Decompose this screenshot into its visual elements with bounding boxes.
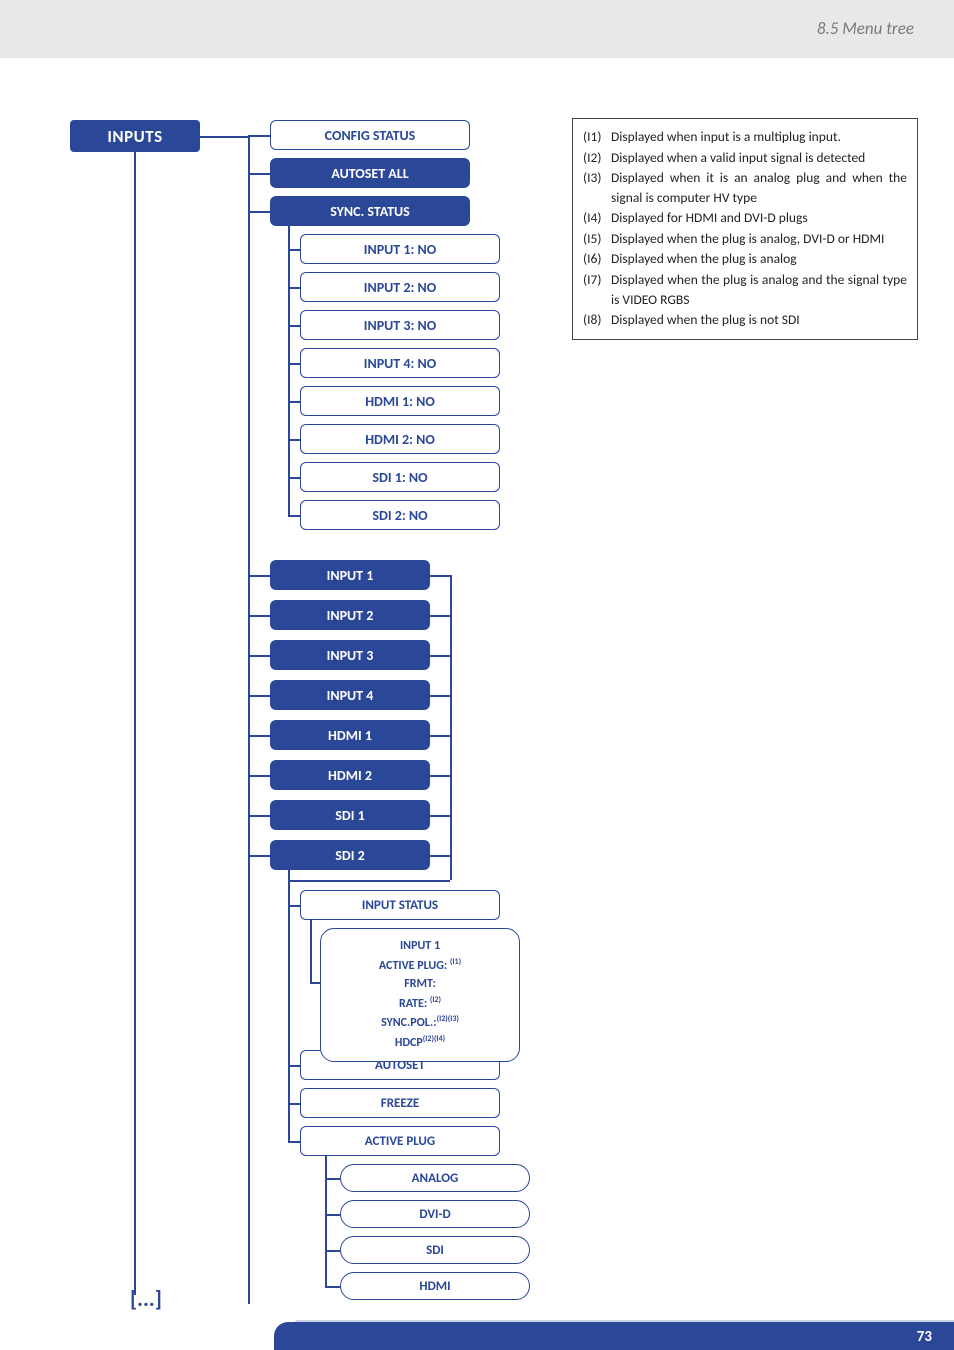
connector-line (248, 136, 250, 1304)
notes-row: (I6)Displayed when the plug is analog (583, 249, 907, 269)
connector-line (248, 173, 270, 175)
connector-line (288, 1065, 300, 1067)
tree-node-sync-2: INPUT 3: NO (300, 310, 500, 340)
page-footer: 73 (274, 1322, 954, 1350)
header-band (0, 0, 954, 58)
connector-line (200, 136, 248, 138)
connector-line (325, 1250, 340, 1252)
tree-node-sync-6: SDI 1: NO (300, 462, 500, 492)
connector-line (325, 1178, 340, 1180)
tree-node-sync-0: INPUT 1: NO (300, 234, 500, 264)
tree-node-sync-1: INPUT 2: NO (300, 272, 500, 302)
status-card-line: INPUT 1 (331, 937, 509, 956)
tree-node-lvl2-6: INPUT 4 (270, 680, 430, 710)
connector-line (248, 775, 270, 777)
connector-line (288, 401, 300, 403)
connector-line (248, 695, 270, 697)
tree-node-sync-5: HDMI 2: NO (300, 424, 500, 454)
notes-row: (I8)Displayed when the plug is not SDI (583, 310, 907, 330)
tree-node-lvl2-7: HDMI 1 (270, 720, 430, 750)
tree-node-lvl2-3: INPUT 1 (270, 560, 430, 590)
connector-line (430, 615, 450, 617)
connector-line (248, 815, 270, 817)
tree-node-lvl3-3: ACTIVE PLUG (300, 1126, 500, 1156)
tree-node-lvl2-8: HDMI 2 (270, 760, 430, 790)
tree-node-lvl2-4: INPUT 2 (270, 600, 430, 630)
connector-line (430, 815, 450, 817)
connector-line (325, 1156, 327, 1286)
notes-row: (I4)Displayed for HDMI and DVI-D plugs (583, 208, 907, 228)
page-number: 73 (917, 1328, 932, 1346)
connector-line (134, 152, 136, 1295)
connector-line (288, 325, 300, 327)
connector-line (310, 982, 320, 984)
status-card-line: SYNC.POL.:(I2)(I3) (331, 1013, 509, 1033)
connector-line (248, 135, 270, 137)
tree-node-lvl3-0: INPUT STATUS (300, 890, 500, 920)
connector-line (288, 226, 290, 515)
tree-root-inputs: INPUTS (70, 120, 200, 152)
tree-node-lvl2-9: SDI 1 (270, 800, 430, 830)
connector-line (288, 870, 290, 1141)
breadcrumb: 8.5 Menu tree (817, 18, 914, 39)
connector-line (430, 695, 450, 697)
tree-node-input-status-card: INPUT 1ACTIVE PLUG: (I1)FRMT:RATE: (I2)S… (320, 928, 520, 1062)
connector-line (325, 1286, 340, 1288)
connector-line (288, 880, 450, 882)
connector-line (248, 615, 270, 617)
connector-line (288, 477, 300, 479)
connector-line (248, 211, 270, 213)
tree-node-lvl2-0: CONFIG STATUS (270, 120, 470, 150)
connector-line (288, 363, 300, 365)
status-card-line: ACTIVE PLUG: (I1) (331, 956, 509, 976)
connector-line (430, 735, 450, 737)
connector-line (248, 655, 270, 657)
connector-line (325, 1214, 340, 1216)
tree-node-plug-3: HDMI (340, 1272, 530, 1300)
tree-node-plug-0: ANALOG (340, 1164, 530, 1192)
notes-row: (I1)Displayed when input is a multiplug … (583, 127, 907, 147)
connector-line (430, 775, 450, 777)
connector-line (288, 1103, 300, 1105)
tree-node-lvl2-2: SYNC. STATUS (270, 196, 470, 226)
connector-line (430, 655, 450, 657)
connector-line (430, 575, 450, 577)
tree-node-lvl3-2: FREEZE (300, 1088, 500, 1118)
notes-box: (I1)Displayed when input is a multiplug … (572, 118, 918, 340)
notes-row: (I2)Displayed when a valid input signal … (583, 148, 907, 168)
tree-node-sync-4: HDMI 1: NO (300, 386, 500, 416)
tree-node-sync-3: INPUT 4: NO (300, 348, 500, 378)
connector-line (288, 1141, 300, 1143)
connector-line (310, 920, 312, 982)
tree-node-sync-7: SDI 2: NO (300, 500, 500, 530)
tree-node-lvl2-5: INPUT 3 (270, 640, 430, 670)
status-card-line: FRMT: (331, 975, 509, 994)
notes-row: (I5)Displayed when the plug is analog, D… (583, 229, 907, 249)
connector-line (288, 249, 300, 251)
connector-line (288, 439, 300, 441)
connector-line (430, 855, 450, 857)
status-card-line: RATE: (I2) (331, 994, 509, 1014)
tree-node-lvl2-1: AUTOSET ALL (270, 158, 470, 188)
tree-node-lvl2-10: SDI 2 (270, 840, 430, 870)
tree-node-plug-1: DVI-D (340, 1200, 530, 1228)
connector-line (288, 287, 300, 289)
connector-line (288, 515, 300, 517)
tree-continues-ellipsis: [...] (130, 1285, 162, 1312)
connector-line (248, 575, 270, 577)
tree-node-plug-2: SDI (340, 1236, 530, 1264)
connector-line (248, 855, 270, 857)
connector-line (288, 905, 300, 907)
notes-row: (I3)Displayed when it is an analog plug … (583, 168, 907, 207)
connector-line (450, 575, 452, 880)
status-card-line: HDCP(I2)(I4) (331, 1033, 509, 1053)
connector-line (248, 735, 270, 737)
notes-row: (I7)Displayed when the plug is analog an… (583, 270, 907, 309)
